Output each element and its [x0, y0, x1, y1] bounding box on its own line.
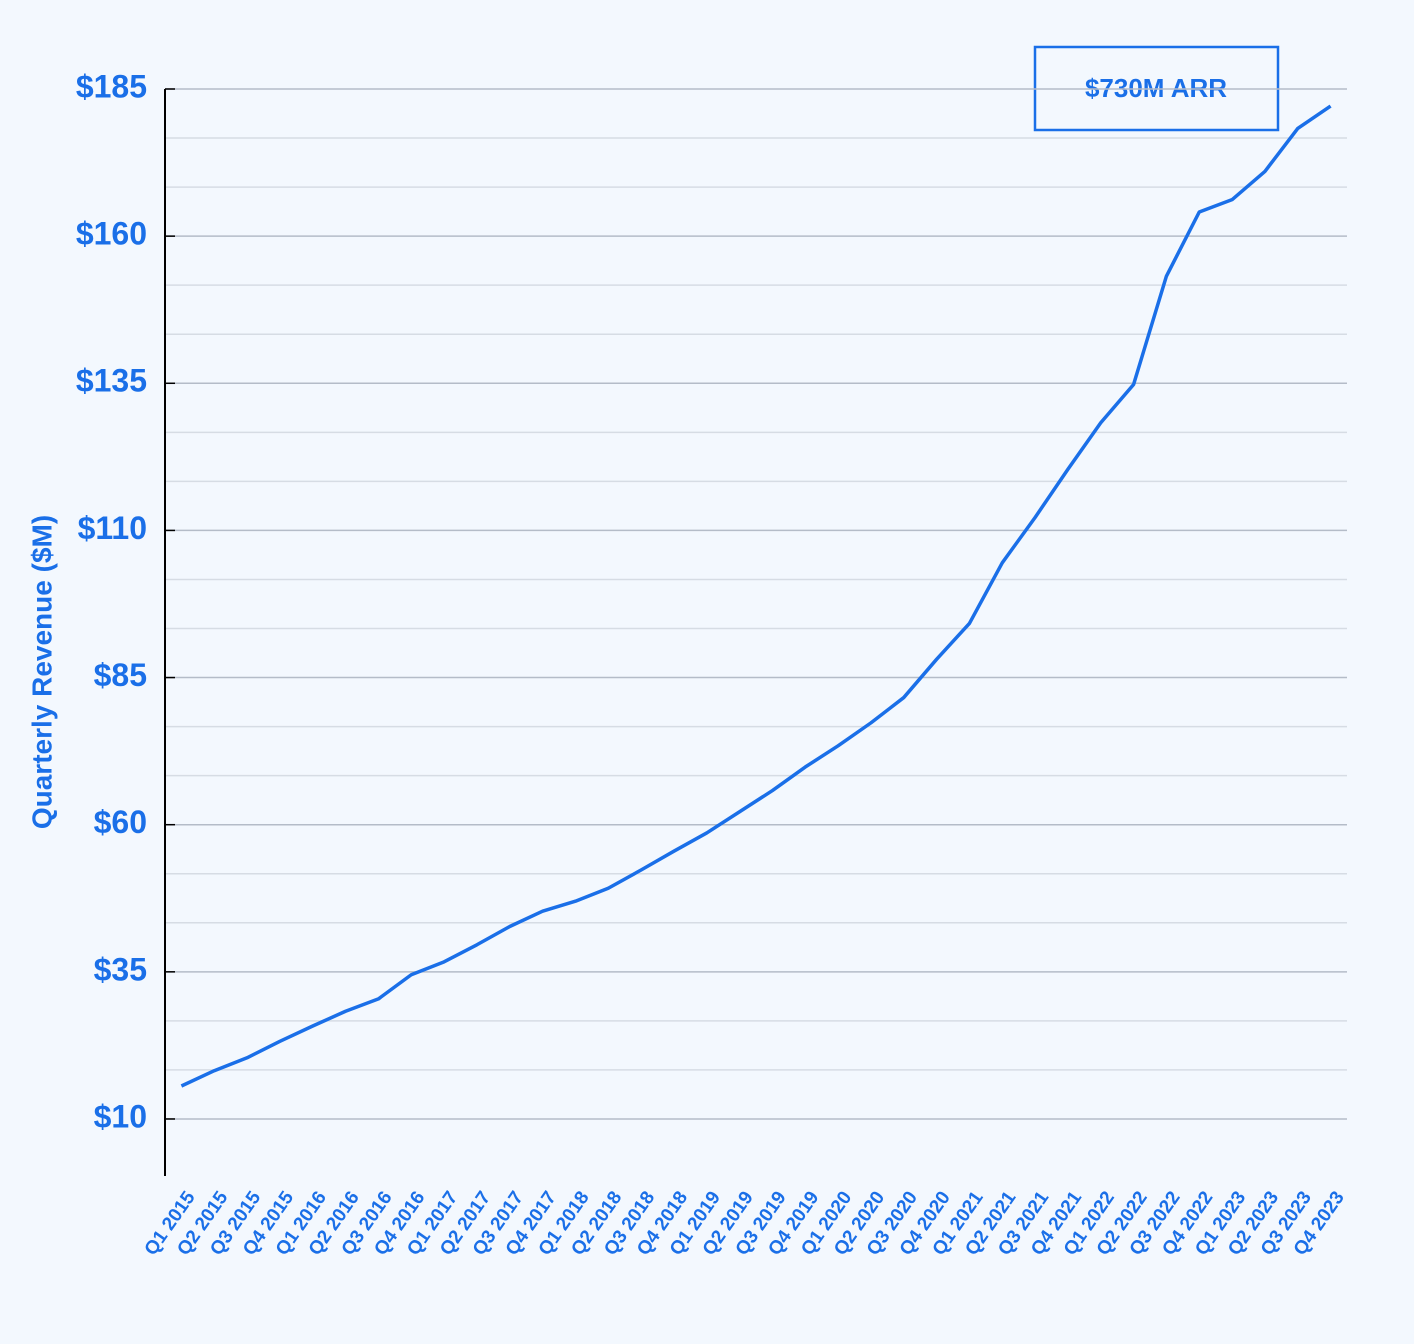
y-tick-label: $160 — [76, 216, 147, 252]
y-tick-label: $185 — [76, 68, 147, 104]
y-axis-label: Quarterly Revenue ($M) — [26, 515, 57, 829]
y-tick-label: $110 — [78, 510, 147, 546]
y-tick-label: $135 — [76, 363, 147, 399]
y-tick-label: $60 — [94, 804, 147, 840]
line — [180, 104, 1332, 1088]
y-tick-label: $10 — [94, 1098, 147, 1134]
y-tick-label: $85 — [94, 657, 147, 693]
y-tick-label: $35 — [94, 951, 147, 987]
annotation: $730M ARR — [1085, 73, 1227, 103]
